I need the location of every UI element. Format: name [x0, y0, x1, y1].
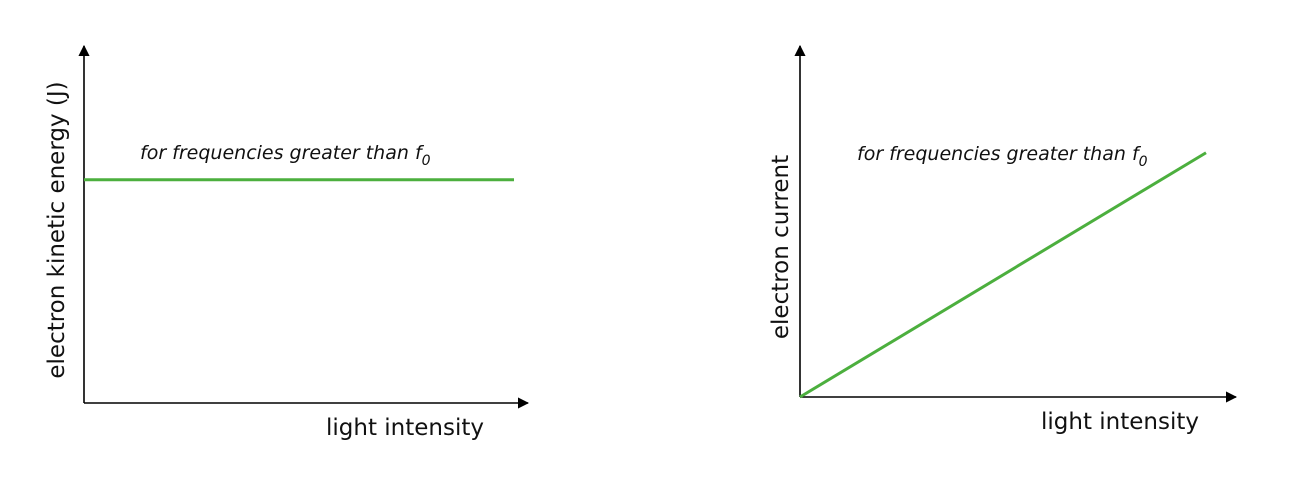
- y-axis-label: electron current: [768, 155, 794, 339]
- annotation-subscript: 0: [1139, 154, 1148, 170]
- series-line-electron-current: [799, 151, 1207, 399]
- y-axis-label: electron kinetic energy (J): [44, 81, 70, 378]
- annotation-text: for frequencies greater than f: [140, 142, 425, 164]
- annotation-label: for frequencies greater than f0: [857, 143, 1148, 170]
- chart-electron-current: electron current light intensity for fre…: [768, 44, 1238, 435]
- x-axis-label: light intensity: [326, 415, 484, 441]
- annotation-subscript: 0: [422, 153, 431, 169]
- x-axis-label: light intensity: [1041, 409, 1199, 435]
- chart-kinetic-energy: electron kinetic energy (J) light intens…: [44, 44, 530, 441]
- annotation-label: for frequencies greater than f0: [140, 142, 431, 169]
- annotation-text: for frequencies greater than f: [857, 143, 1142, 165]
